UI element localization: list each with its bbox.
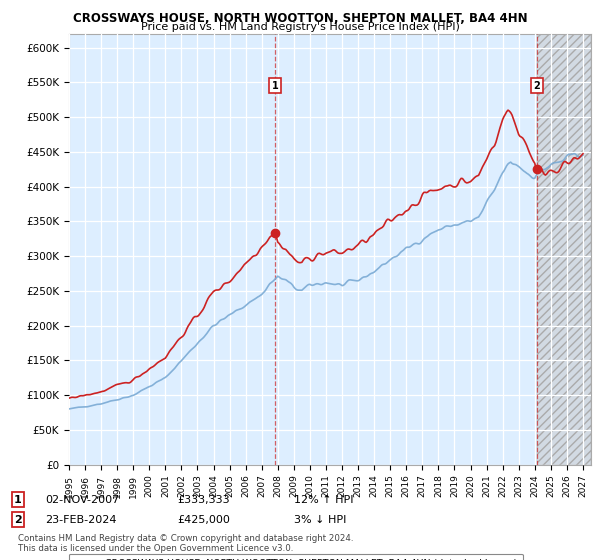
Text: 23-FEB-2024: 23-FEB-2024 xyxy=(45,515,116,525)
Text: 02-NOV-2007: 02-NOV-2007 xyxy=(45,494,119,505)
Text: Price paid vs. HM Land Registry's House Price Index (HPI): Price paid vs. HM Land Registry's House … xyxy=(140,22,460,32)
Text: £333,333: £333,333 xyxy=(177,494,230,505)
Bar xyxy=(537,34,591,465)
Text: 3% ↓ HPI: 3% ↓ HPI xyxy=(294,515,346,525)
Legend: CROSSWAYS HOUSE, NORTH WOOTTON, SHEPTON MALLET, BA4 4HN (detached house), HPI: A: CROSSWAYS HOUSE, NORTH WOOTTON, SHEPTON … xyxy=(68,554,523,560)
Text: £425,000: £425,000 xyxy=(177,515,230,525)
Text: 12% ↑ HPI: 12% ↑ HPI xyxy=(294,494,353,505)
Text: 2: 2 xyxy=(533,81,540,91)
Text: 1: 1 xyxy=(14,494,22,505)
Bar xyxy=(537,34,591,465)
Text: 2: 2 xyxy=(14,515,22,525)
Text: 1: 1 xyxy=(272,81,278,91)
Text: CROSSWAYS HOUSE, NORTH WOOTTON, SHEPTON MALLET, BA4 4HN: CROSSWAYS HOUSE, NORTH WOOTTON, SHEPTON … xyxy=(73,12,527,25)
Text: Contains HM Land Registry data © Crown copyright and database right 2024.
This d: Contains HM Land Registry data © Crown c… xyxy=(18,534,353,553)
